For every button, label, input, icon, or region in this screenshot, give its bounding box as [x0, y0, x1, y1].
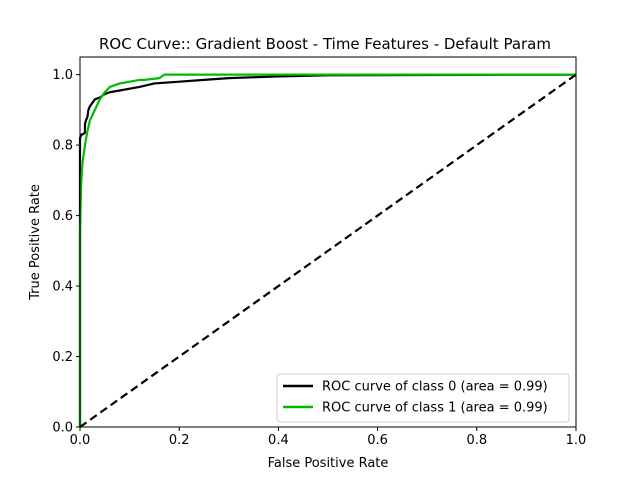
roc-curve-class-1: [78, 73, 576, 427]
legend-box: [276, 373, 570, 423]
x-tick-label: 0.2: [169, 433, 190, 448]
y-tick-label: 0.6: [52, 209, 73, 224]
axes-background: [80, 57, 576, 427]
chart-title: ROC Curve:: Gradient Boost - Time Featur…: [99, 35, 551, 53]
y-tick-label: 0.4: [52, 280, 73, 295]
plot-area: [78, 56, 577, 428]
y-tick-label: 0.8: [52, 139, 73, 154]
x-tick-label: 0.6: [367, 433, 388, 448]
y-tick-label: 0.0: [52, 421, 73, 436]
y-axis-ticks: 0.0 0.2 0.4 0.6 0.8 1.0: [52, 68, 80, 436]
x-axis-label: False Positive Rate: [268, 456, 389, 471]
chance-diagonal-line: [79, 73, 577, 428]
curves: [78, 73, 577, 428]
x-tick-label: 0.0: [70, 433, 91, 448]
axes-frame: [79, 56, 577, 428]
legend: ROC curve of class 0 (area = 0.99) ROC c…: [276, 373, 570, 423]
x-tick-label: 0.8: [466, 433, 487, 448]
y-tick-label: 0.2: [52, 350, 73, 365]
x-tick-label: 0.4: [268, 433, 289, 448]
legend-label-class-1: ROC curve of class 1 (area = 0.99): [322, 401, 548, 416]
legend-label-class-0: ROC curve of class 0 (area = 0.99): [322, 380, 548, 395]
x-axis-ticks: 0.0 0.2 0.4 0.6 0.8 1.0: [70, 427, 587, 448]
x-tick-label: 1.0: [566, 433, 587, 448]
y-axis-label: True Positive Rate: [28, 184, 43, 301]
y-tick-label: 1.0: [52, 68, 73, 83]
